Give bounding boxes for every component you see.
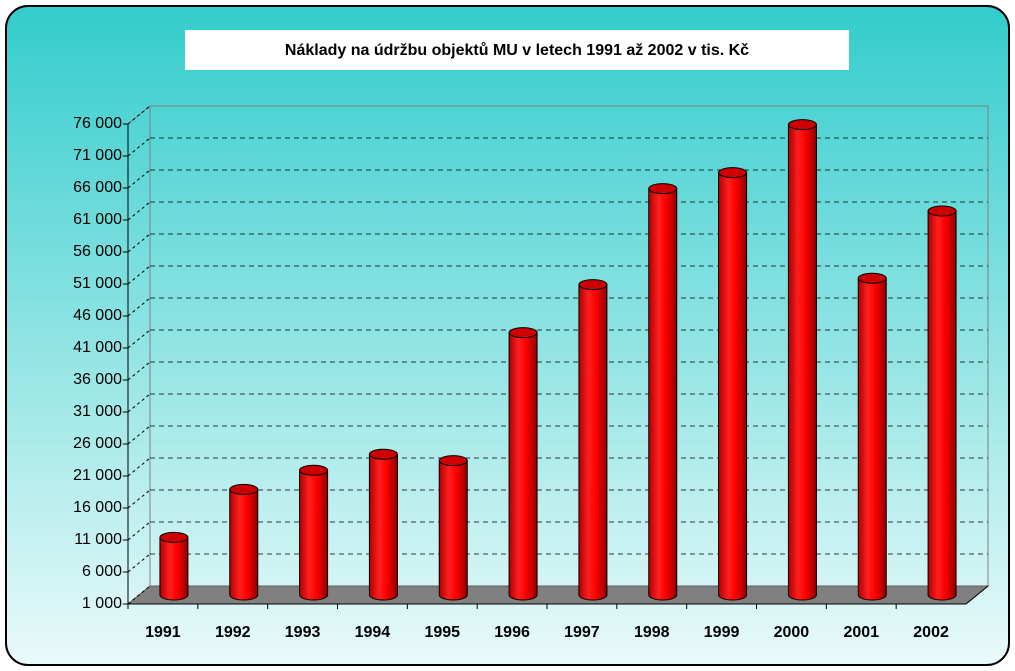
bar-body: [648, 188, 678, 601]
y-tick-label: 26 000: [73, 435, 122, 452]
depth-tick: [127, 265, 151, 285]
bar-body: [787, 124, 817, 601]
depth-tick: [127, 425, 151, 445]
x-axis-depth: [965, 585, 989, 605]
bar-body: [857, 277, 887, 601]
bar-top: [438, 455, 468, 467]
bar: [438, 455, 468, 601]
y-tick-label: 11 000: [74, 531, 122, 548]
depth-tick: [127, 169, 151, 189]
y-tick-label: 46 000: [73, 307, 122, 324]
x-tick-label: 2002: [913, 624, 949, 641]
y-tick-label: 36 000: [73, 371, 122, 388]
x-tick-label: 1993: [285, 624, 321, 641]
x-tick-label: 1992: [215, 624, 251, 641]
y-tick-label: 16 000: [73, 499, 122, 516]
bar: [159, 531, 189, 601]
bar: [718, 167, 748, 601]
y-tick-label: 31 000: [73, 403, 122, 420]
bar-top: [299, 464, 329, 476]
y-tick-label: 21 000: [73, 467, 122, 484]
x-tick-label: 1995: [424, 624, 460, 641]
depth-tick: [127, 297, 151, 317]
bar-body: [927, 210, 957, 601]
bar-top: [718, 167, 748, 179]
y-tick-label: 41 000: [73, 339, 122, 356]
x-tick-label: 1998: [634, 624, 670, 641]
y-tick-label: 66 000: [73, 179, 122, 196]
y-tick-label: 6 000: [82, 563, 122, 580]
bar-body: [438, 460, 468, 601]
y-tick-label: 56 000: [73, 243, 122, 260]
bar: [857, 272, 887, 601]
depth-tick: [127, 457, 151, 477]
bar: [229, 483, 259, 601]
bar-top: [578, 279, 608, 291]
bar-top: [648, 183, 678, 195]
depth-tick: [127, 329, 151, 349]
depth-tick: [127, 233, 151, 253]
y-tick-label: 1 000: [82, 595, 122, 612]
depth-tick: [127, 585, 151, 605]
x-tick-label: 2001: [843, 624, 879, 641]
depth-tick: [127, 521, 151, 541]
depth-tick: [127, 489, 151, 509]
bar: [648, 183, 678, 601]
bar-body: [229, 488, 259, 601]
bar-top: [927, 205, 957, 217]
depth-tick: [127, 105, 151, 125]
bar: [368, 448, 398, 601]
bar: [299, 464, 329, 601]
bar-body: [159, 536, 189, 601]
bar-body: [718, 172, 748, 601]
y-tick-label: 71 000: [73, 147, 122, 164]
depth-tick: [127, 201, 151, 221]
bar-body: [508, 332, 538, 601]
y-tick-label: 51 000: [73, 275, 122, 292]
depth-tick: [127, 553, 151, 573]
bar-top: [229, 483, 259, 495]
x-tick-label: 2000: [774, 624, 810, 641]
bar: [787, 119, 817, 601]
depth-tick: [127, 393, 151, 413]
y-tick-label: 76 000: [73, 115, 122, 132]
x-tick-label: 1994: [355, 624, 391, 641]
x-tick-label: 1991: [145, 624, 181, 641]
x-tick-label: 1997: [564, 624, 600, 641]
bar-top: [508, 327, 538, 339]
bar-top: [857, 272, 887, 284]
y-tick-label: 61 000: [73, 211, 122, 228]
bar-body: [368, 453, 398, 601]
bar-top: [159, 531, 189, 543]
title-box: [185, 30, 849, 70]
depth-tick: [127, 361, 151, 381]
bar: [927, 205, 957, 601]
x-tick-label: 1996: [494, 624, 530, 641]
chart-title: Náklady na údržbu objektů MU v letech 19…: [285, 42, 749, 59]
bar-top: [787, 119, 817, 131]
bar-body: [299, 469, 329, 601]
x-tick-label: 1999: [704, 624, 740, 641]
bar: [578, 279, 608, 601]
depth-tick: [127, 137, 151, 157]
bar: [508, 327, 538, 601]
bar-body: [578, 284, 608, 601]
bar-top: [368, 448, 398, 460]
